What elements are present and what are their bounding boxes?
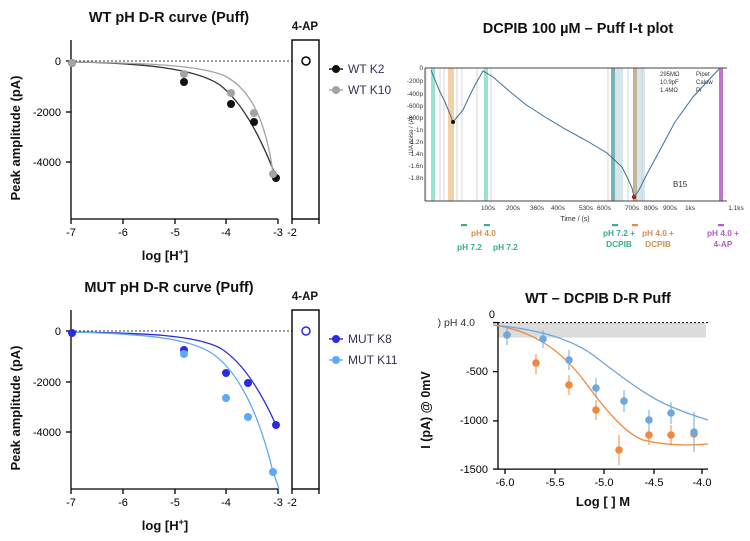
- svg-text:-5.5: -5.5: [546, 477, 565, 489]
- svg-text:pH 4.0 +: pH 4.0 +: [642, 228, 674, 238]
- svg-text:-4: -4: [221, 497, 231, 509]
- svg-text:-2: -2: [287, 497, 297, 509]
- svg-text:-6.0: -6.0: [496, 477, 515, 489]
- svg-text:-4000: -4000: [33, 157, 61, 169]
- svg-text:-1.6n: -1.6n: [409, 163, 424, 170]
- svg-text:600s: 600s: [597, 205, 612, 212]
- svg-text:-1000: -1000: [460, 415, 488, 427]
- svg-text:pH 7.2: pH 7.2: [493, 242, 518, 252]
- svg-text:530s: 530s: [579, 205, 594, 212]
- svg-text:-7: -7: [66, 497, 76, 509]
- svg-text:I (pA) @ 0mV: I (pA) @ 0mV: [419, 371, 433, 449]
- svg-text:DCPIB: DCPIB: [606, 239, 632, 249]
- svg-text:B15: B15: [673, 180, 688, 189]
- svg-text:Log [ ] M: Log [ ] M: [576, 494, 630, 509]
- svg-text:Peak amplitude (pA): Peak amplitude (pA): [8, 76, 23, 201]
- svg-text:-2000: -2000: [33, 377, 61, 389]
- svg-text:360s: 360s: [530, 205, 545, 212]
- svg-text:-4.5: -4.5: [645, 477, 664, 489]
- svg-text:WT K2: WT K2: [348, 62, 385, 76]
- svg-text:800s: 800s: [644, 205, 659, 212]
- svg-text:DCPIB: DCPIB: [645, 239, 671, 249]
- svg-text:-3: -3: [273, 497, 283, 509]
- svg-text:10.9pF: 10.9pF: [660, 80, 679, 86]
- svg-text:4-AP: 4-AP: [292, 21, 319, 33]
- svg-text:Peak amplitude (pA): Peak amplitude (pA): [8, 346, 23, 471]
- svg-text:-500: -500: [466, 366, 488, 378]
- svg-text:Time / (s): Time / (s): [560, 216, 589, 223]
- svg-text:-200p: -200p: [407, 78, 424, 85]
- svg-text:700s: 700s: [625, 205, 640, 212]
- svg-text:-1500: -1500: [460, 464, 488, 476]
- svg-text:-6: -6: [118, 227, 128, 239]
- svg-text:DCPIB 100 µM – Puff I-t plot: DCPIB 100 µM – Puff I-t plot: [483, 21, 674, 37]
- svg-text:4-AP: 4-AP: [714, 239, 733, 249]
- svg-text:-4: -4: [221, 227, 231, 239]
- svg-text:900s: 900s: [663, 205, 678, 212]
- svg-text:MUT pH D-R curve (Puff): MUT pH D-R curve (Puff): [84, 280, 253, 296]
- svg-text:100s: 100s: [481, 205, 496, 212]
- svg-text:295MΩ: 295MΩ: [660, 72, 680, 78]
- svg-text:1ks: 1ks: [685, 205, 696, 212]
- svg-text:0: 0: [55, 326, 61, 338]
- svg-text:) pH 4.0: ) pH 4.0: [438, 317, 476, 329]
- svg-text:0: 0: [55, 56, 61, 68]
- svg-text:-5.0: -5.0: [595, 477, 614, 489]
- svg-text:-1.8n: -1.8n: [409, 175, 424, 182]
- svg-text:-7: -7: [66, 227, 76, 239]
- svg-text:pH 4.0: pH 4.0: [471, 228, 496, 238]
- svg-text:400s: 400s: [551, 205, 566, 212]
- svg-text:-2000: -2000: [33, 107, 61, 119]
- svg-text:1.1ks: 1.1ks: [728, 205, 744, 212]
- svg-text:MUT K8: MUT K8: [348, 332, 392, 346]
- svg-text:UA noise / (A): UA noise / (A): [409, 116, 415, 153]
- svg-text:MUT K11: MUT K11: [348, 353, 398, 367]
- svg-text:-4.0: -4.0: [693, 477, 712, 489]
- svg-text:-2: -2: [287, 227, 297, 239]
- svg-text:4-AP: 4-AP: [292, 291, 319, 303]
- svg-text:pH 4.0 +: pH 4.0 +: [707, 228, 739, 238]
- svg-text:WT – DCPIB D-R Puff: WT – DCPIB D-R Puff: [525, 291, 671, 307]
- svg-text:WT pH D-R curve (Puff): WT pH D-R curve (Puff): [89, 10, 249, 26]
- svg-text:1.4MΩ: 1.4MΩ: [660, 88, 678, 94]
- svg-text:0: 0: [489, 309, 495, 321]
- svg-text:pH 7.2 +: pH 7.2 +: [603, 228, 635, 238]
- svg-text:-5: -5: [170, 227, 180, 239]
- svg-text:log [H+]: log [H+]: [142, 517, 188, 533]
- svg-text:WT K10: WT K10: [348, 83, 391, 97]
- svg-text:-600p: -600p: [407, 103, 424, 110]
- svg-text:log [H+]: log [H+]: [142, 247, 188, 263]
- svg-text:-4000: -4000: [33, 427, 61, 439]
- svg-text:-400p: -400p: [407, 91, 424, 98]
- svg-text:pH 7.2: pH 7.2: [457, 242, 482, 252]
- svg-text:Pipet: Pipet: [696, 72, 710, 78]
- svg-text:0: 0: [419, 65, 423, 72]
- svg-text:-3: -3: [273, 227, 283, 239]
- svg-text:-6: -6: [118, 497, 128, 509]
- svg-text:-5: -5: [170, 497, 180, 509]
- svg-text:200s: 200s: [506, 205, 521, 212]
- svg-text:-1n: -1n: [414, 127, 424, 134]
